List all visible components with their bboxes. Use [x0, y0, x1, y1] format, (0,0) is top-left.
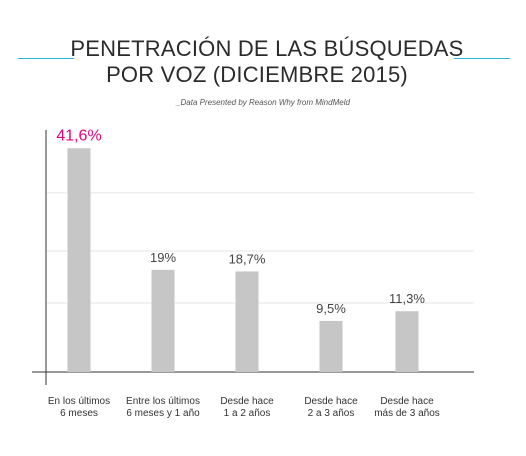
- chart-source-note: _Data Presented by Reason Why from MindM…: [176, 98, 350, 107]
- category-label-4-line-2: 2 a 3 años: [308, 408, 355, 419]
- data-label-4: 9,5%: [316, 301, 346, 316]
- chart-title-line-1: PENETRACIÓN DE LAS BÚSQUEDAS: [70, 36, 464, 61]
- bar-4: [319, 320, 343, 372]
- category-label-2-line-1: Entre los últimos: [126, 396, 200, 407]
- category-label-1-line-2: 6 meses: [60, 408, 98, 419]
- category-label-3-line-1: Desde hace: [220, 396, 274, 407]
- chart-title-line-2: POR VOZ (DICIEMBRE 2015): [106, 62, 408, 87]
- category-label-2-line-2: 6 meses y 1 año: [126, 408, 200, 419]
- bar-2: [151, 269, 175, 372]
- data-label-3: 18,7%: [229, 251, 266, 266]
- data-label-2: 19%: [150, 250, 176, 265]
- data-label-1: 41,6%: [56, 127, 101, 144]
- bar-5: [395, 311, 419, 372]
- category-label-5-line-1: Desde hace: [380, 396, 434, 407]
- bar-1: [67, 148, 91, 372]
- category-label-3-line-2: 1 a 2 años: [224, 408, 271, 419]
- decorative-line-left: [18, 58, 74, 59]
- category-label-5-line-2: más de 3 años: [374, 408, 440, 419]
- category-label-4-line-1: Desde hace: [304, 396, 358, 407]
- data-label-5: 11,3%: [389, 291, 425, 306]
- bar-3: [235, 271, 259, 372]
- decorative-line-right: [454, 58, 510, 59]
- category-label-1-line-1: En los últimos: [48, 396, 110, 407]
